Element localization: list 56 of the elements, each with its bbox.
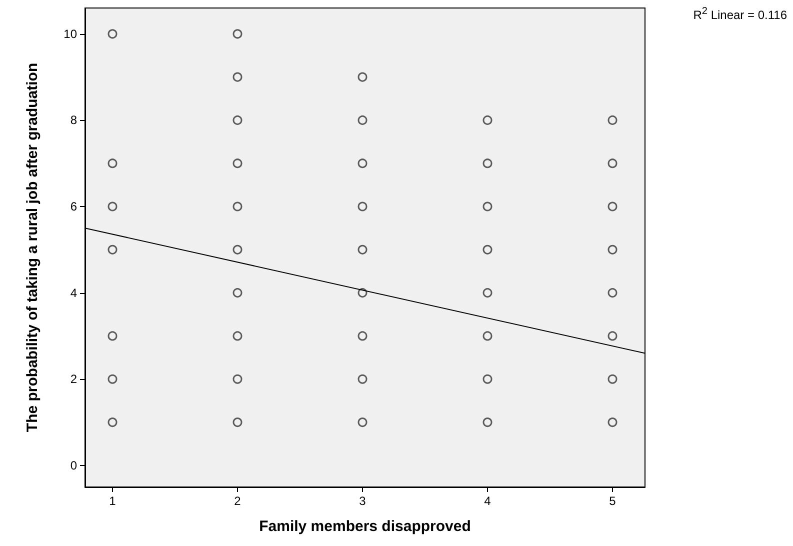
point <box>108 202 118 212</box>
point <box>108 374 118 384</box>
point <box>482 202 492 212</box>
x-axis-title: Family members disapproved <box>259 518 471 535</box>
point <box>232 331 242 341</box>
point <box>482 158 492 168</box>
point <box>482 374 492 384</box>
point <box>358 158 368 168</box>
point <box>482 115 492 125</box>
point <box>358 331 368 341</box>
point <box>608 288 618 298</box>
point <box>232 115 242 125</box>
point <box>482 418 492 428</box>
point <box>358 244 368 254</box>
x-tick-label: 4 <box>484 494 492 508</box>
point <box>358 72 368 82</box>
x-tick-label: 2 <box>234 494 242 508</box>
y-tick-label: 0 <box>70 458 78 472</box>
point <box>232 418 242 428</box>
point <box>608 202 618 212</box>
point <box>232 202 242 212</box>
point <box>232 374 242 384</box>
point <box>608 374 618 384</box>
point <box>108 158 118 168</box>
point <box>232 29 242 39</box>
text: R$^{2}$ Linear = 0.116 <box>693 6 787 22</box>
point <box>108 29 118 39</box>
point <box>608 418 618 428</box>
point <box>358 115 368 125</box>
point <box>608 158 618 168</box>
point <box>358 418 368 428</box>
point <box>232 72 242 82</box>
y-tick-label: 2 <box>70 372 78 386</box>
point <box>608 115 618 125</box>
point <box>232 158 242 168</box>
point <box>358 288 368 298</box>
x-tick-label: 1 <box>109 494 116 508</box>
point <box>608 244 618 254</box>
point <box>232 288 242 298</box>
x-tick-label: 5 <box>609 494 616 508</box>
y-axis-title: The probability of taking a rural job after graduation <box>24 62 41 432</box>
y-tick-label: 10 <box>64 26 78 41</box>
point <box>108 244 118 254</box>
point <box>608 331 618 341</box>
point <box>482 288 492 298</box>
point <box>358 202 368 212</box>
y-tick-label: 4 <box>70 286 78 300</box>
point <box>232 244 242 254</box>
x-tick-label: 3 <box>359 494 366 508</box>
point <box>482 331 492 341</box>
point <box>482 244 492 254</box>
point <box>108 418 118 428</box>
y-tick-label: 8 <box>70 113 78 128</box>
point <box>358 374 368 384</box>
point <box>108 331 118 341</box>
y-tick-label: 6 <box>70 200 78 214</box>
